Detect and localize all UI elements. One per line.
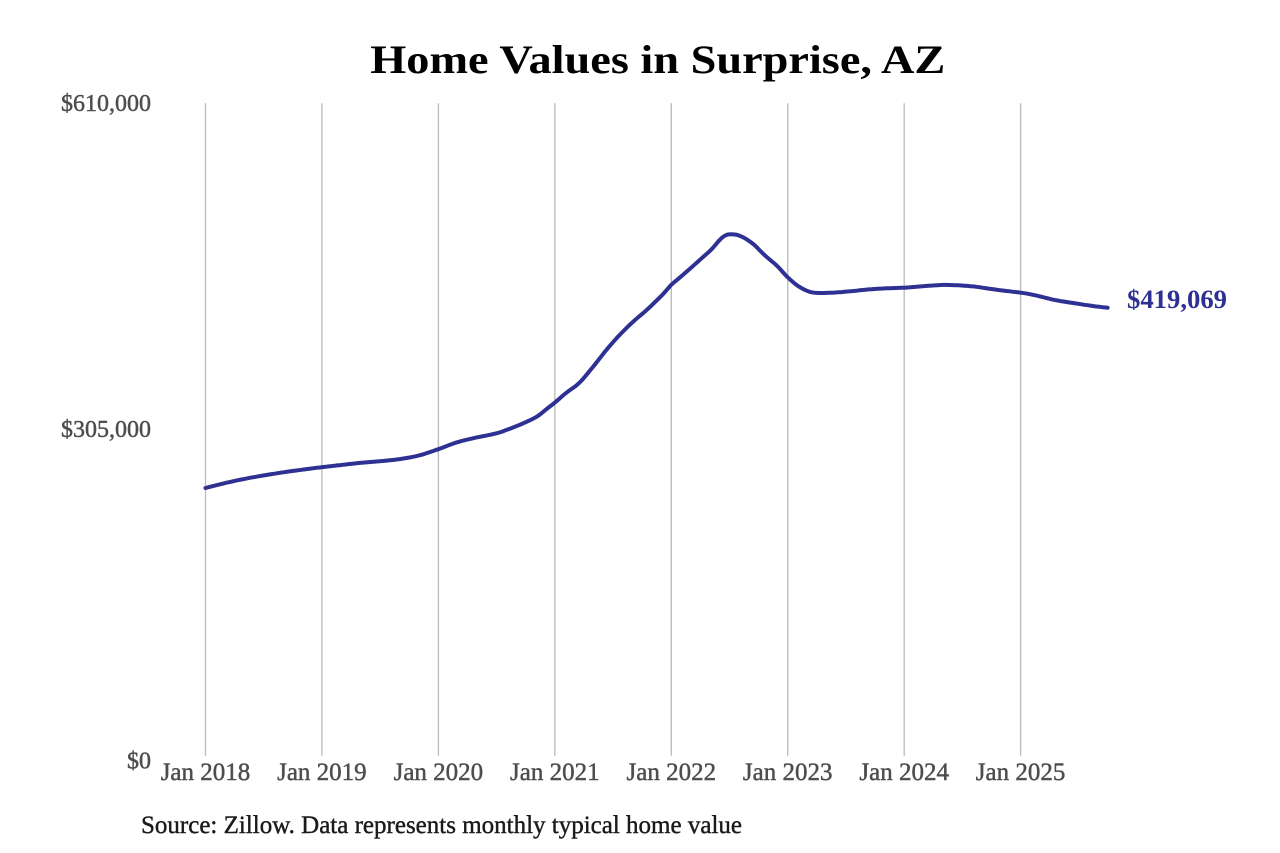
svg-text:Jan 2018: Jan 2018 xyxy=(161,759,251,786)
svg-text:$610,000: $610,000 xyxy=(61,91,151,117)
svg-text:Jan 2019: Jan 2019 xyxy=(277,759,367,786)
svg-text:Source: Zillow. Data represent: Source: Zillow. Data represents monthly … xyxy=(141,812,742,839)
svg-text:$0: $0 xyxy=(127,749,151,775)
svg-text:Jan 2022: Jan 2022 xyxy=(627,759,717,786)
svg-text:Jan 2023: Jan 2023 xyxy=(743,759,833,786)
svg-text:Jan 2024: Jan 2024 xyxy=(859,759,949,786)
svg-text:Jan 2021: Jan 2021 xyxy=(510,759,600,786)
svg-text:$305,000: $305,000 xyxy=(61,417,151,443)
svg-text:Jan 2025: Jan 2025 xyxy=(976,759,1066,786)
svg-text:$419,069: $419,069 xyxy=(1127,285,1227,314)
svg-text:Jan 2020: Jan 2020 xyxy=(394,759,484,786)
svg-text:Home Values in Surprise, AZ: Home Values in Surprise, AZ xyxy=(370,37,945,82)
